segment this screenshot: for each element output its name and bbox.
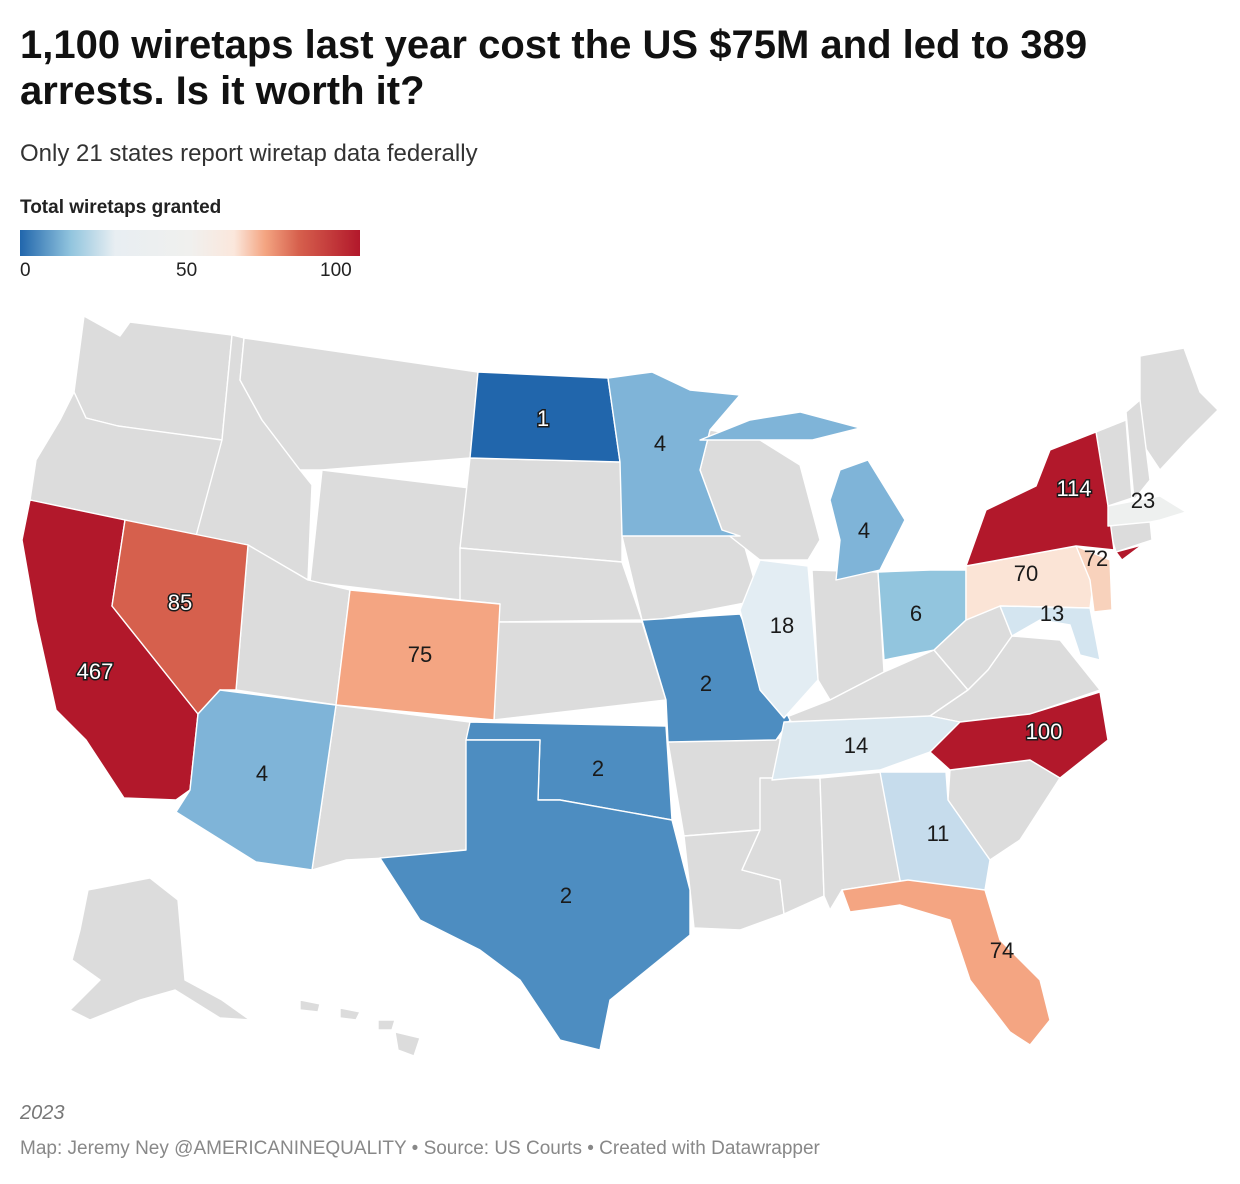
state-WY[interactable] bbox=[309, 469, 471, 601]
label-ND: 1 bbox=[537, 406, 549, 431]
no-data-states bbox=[29, 315, 1219, 1057]
label-IL: 18 bbox=[770, 613, 794, 638]
state-MA[interactable] bbox=[1107, 495, 1187, 527]
state-KS[interactable] bbox=[493, 621, 667, 721]
label-CA: 467 bbox=[77, 659, 114, 684]
legend-title: Total wiretaps granted bbox=[20, 197, 222, 218]
label-OH: 6 bbox=[910, 601, 922, 626]
footer-year: 2023 bbox=[20, 1102, 65, 1124]
legend-tick-mid: 50 bbox=[176, 260, 198, 281]
label-MI: 4 bbox=[858, 518, 870, 543]
label-MN: 4 bbox=[654, 431, 666, 456]
state-AK[interactable] bbox=[69, 877, 251, 1021]
label-AZ: 4 bbox=[256, 761, 268, 786]
state-NM[interactable] bbox=[311, 704, 471, 871]
label-PA: 70 bbox=[1014, 561, 1038, 586]
state-CO[interactable] bbox=[335, 589, 501, 721]
chart-title: 1,100 wiretaps last year cost the US $75… bbox=[20, 23, 1088, 113]
state-AZ[interactable] bbox=[175, 689, 337, 871]
state-MN[interactable] bbox=[607, 371, 741, 537]
state-NC[interactable] bbox=[929, 691, 1109, 779]
state-labels: 467 85 75 4 1 4 4 2 2 2 18 6 14 11 74 10… bbox=[75, 404, 1155, 963]
label-MA: 23 bbox=[1131, 488, 1155, 513]
state-HI[interactable] bbox=[299, 999, 421, 1057]
label-TN: 14 bbox=[844, 733, 868, 758]
state-MI[interactable] bbox=[699, 411, 906, 581]
legend-tick-max: 100 bbox=[320, 260, 352, 281]
state-TX[interactable] bbox=[379, 739, 691, 1051]
label-NY: 114 bbox=[1056, 476, 1091, 501]
legend-color-bar bbox=[20, 230, 360, 256]
label-MO: 2 bbox=[700, 671, 712, 696]
state-ME[interactable] bbox=[1139, 347, 1219, 471]
data-states bbox=[21, 371, 1187, 1051]
state-FL[interactable] bbox=[841, 879, 1051, 1046]
chart-subtitle: Only 21 states report wiretap data feder… bbox=[20, 140, 478, 167]
label-NC: 100 bbox=[1026, 719, 1063, 744]
label-CO: 75 bbox=[408, 642, 432, 667]
label-NJ: 72 bbox=[1084, 546, 1108, 571]
label-MD: 13 bbox=[1040, 601, 1064, 626]
legend-tick-min: 0 bbox=[20, 260, 31, 281]
label-GA: 11 bbox=[927, 821, 950, 846]
state-NH[interactable] bbox=[1125, 399, 1151, 501]
label-FL: 74 bbox=[990, 938, 1014, 963]
state-NJ[interactable] bbox=[1075, 545, 1113, 613]
footer-credits: Map: Jeremy Ney @AMERICANINEQUALITY • So… bbox=[20, 1138, 820, 1159]
state-MD[interactable] bbox=[999, 605, 1101, 661]
label-OK: 2 bbox=[592, 756, 604, 781]
label-NV: 85 bbox=[168, 590, 192, 615]
label-TX: 2 bbox=[560, 883, 572, 908]
state-IL[interactable] bbox=[739, 559, 819, 719]
state-SD[interactable] bbox=[459, 457, 623, 563]
us-choropleth-map: 467 85 75 4 1 4 4 2 2 2 18 6 14 11 74 10… bbox=[21, 315, 1219, 1057]
